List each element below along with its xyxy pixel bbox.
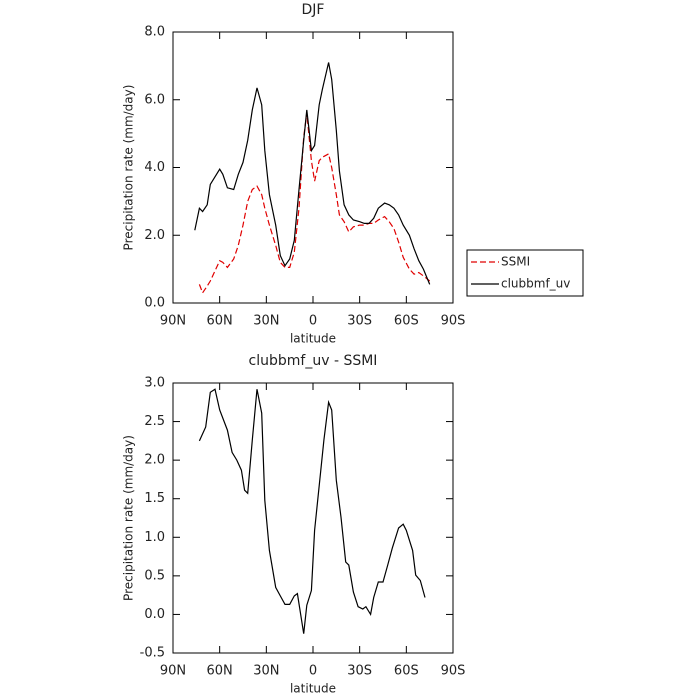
y-tick-label: 1.5	[144, 491, 165, 506]
x-tick-label: 30S	[347, 664, 372, 679]
x-axis-label: latitude	[290, 682, 336, 696]
plot-frame	[172, 382, 454, 654]
chart-title: DJF	[302, 2, 325, 18]
y-tick-label: 0.5	[144, 568, 165, 583]
y-tick-label: 0.0	[144, 296, 165, 311]
x-tick-label: 60N	[207, 314, 233, 329]
x-tick-label: 90N	[160, 314, 186, 329]
data-line	[198, 388, 426, 634]
x-tick-label: 90S	[441, 664, 466, 679]
y-tick-label: 0.0	[144, 607, 165, 622]
x-tick-label: 0	[309, 664, 317, 679]
x-tick-label: 60S	[394, 314, 419, 329]
data-line	[198, 113, 431, 295]
y-tick-label: 2.0	[144, 453, 165, 468]
x-tick-label: 30N	[253, 664, 279, 679]
x-tick-label: 30N	[253, 314, 279, 329]
legend-label: SSMI	[501, 255, 530, 269]
chart-title: clubbmf_uv - SSMI	[249, 353, 378, 369]
y-axis-label: Precipitation rate (mm/day)	[122, 85, 136, 251]
x-tick-label: 0	[309, 314, 317, 329]
legend-frame	[466, 249, 584, 297]
y-tick-label: 2.5	[144, 414, 165, 429]
data-line	[194, 62, 431, 285]
legend-label: clubbmf_uv	[501, 277, 570, 291]
y-tick-label: 3.0	[144, 376, 165, 391]
y-tick-label: 8.0	[144, 25, 165, 40]
y-axis-label: Precipitation rate (mm/day)	[122, 435, 136, 601]
y-tick-label: 2.0	[144, 228, 165, 243]
y-tick-label: 6.0	[144, 92, 165, 107]
x-tick-label: 60N	[207, 664, 233, 679]
x-tick-label: 90N	[160, 664, 186, 679]
y-tick-label: 4.0	[144, 160, 165, 175]
x-axis-label: latitude	[290, 332, 336, 346]
y-tick-label: 1.0	[144, 530, 165, 545]
y-tick-label: -0.5	[140, 646, 165, 661]
x-tick-label: 60S	[394, 664, 419, 679]
x-tick-label: 30S	[347, 314, 372, 329]
x-tick-label: 90S	[441, 314, 466, 329]
